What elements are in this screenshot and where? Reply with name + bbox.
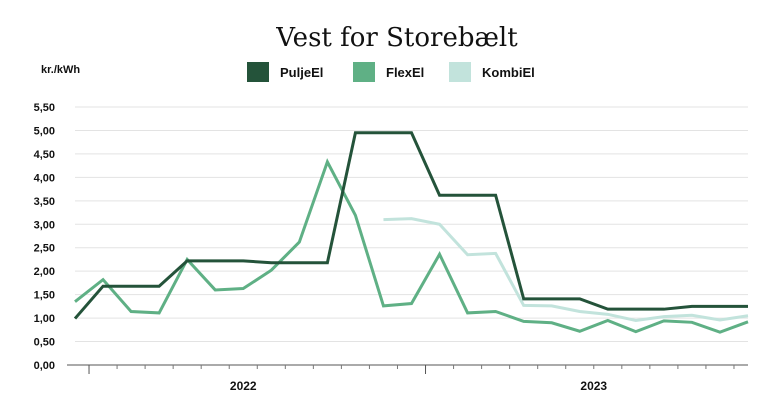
chart-title: Vest for Storebælt: [275, 23, 518, 53]
legend-label: PuljeEl: [280, 65, 323, 80]
y-tick-label: 0,50: [34, 337, 55, 349]
gridlines: [75, 106, 748, 343]
y-tick-label: 5,00: [34, 125, 55, 137]
legend-item-flexel: FlexEl: [353, 62, 424, 82]
y-tick-label: 5,50: [34, 102, 55, 114]
x-year-label: 2022: [230, 379, 257, 393]
legend-swatch: [247, 62, 269, 82]
y-tick-label: 1,50: [34, 290, 55, 302]
y-axis-ticks: 0,00 0,50 1,00 1,50 2,00 2,50 3,00 3,50 4,00 4,50…: [34, 102, 55, 372]
y-tick-label: 4,50: [34, 149, 55, 161]
legend-swatch: [353, 62, 375, 82]
y-axis-unit: kr./kWh: [41, 64, 80, 76]
series-line-flexel: [74, 158, 749, 334]
y-tick-label: 1,00: [34, 313, 55, 325]
y-tick-label: 2,00: [34, 266, 55, 278]
y-tick-label: 0,00: [34, 360, 55, 372]
series-line-kombiel: [383, 217, 749, 322]
x-axis: 2022 2023: [67, 364, 748, 393]
legend-item-puljeel: PuljeEl: [247, 62, 323, 82]
series-line-puljeel: [73, 131, 748, 320]
legend-label: KombiEl: [482, 65, 535, 80]
y-tick-label: 2,50: [34, 243, 55, 255]
legend: PuljeEl FlexEl KombiEl: [247, 62, 535, 82]
y-tick-label: 3,50: [34, 196, 55, 208]
y-tick-label: 4,00: [34, 172, 55, 184]
y-tick-label: 3,00: [34, 219, 55, 231]
series-lines: [73, 131, 749, 334]
legend-label: FlexEl: [386, 65, 424, 80]
x-year-label: 2023: [580, 379, 607, 393]
legend-item-kombiel: KombiEl: [449, 62, 535, 82]
legend-swatch: [449, 62, 471, 82]
